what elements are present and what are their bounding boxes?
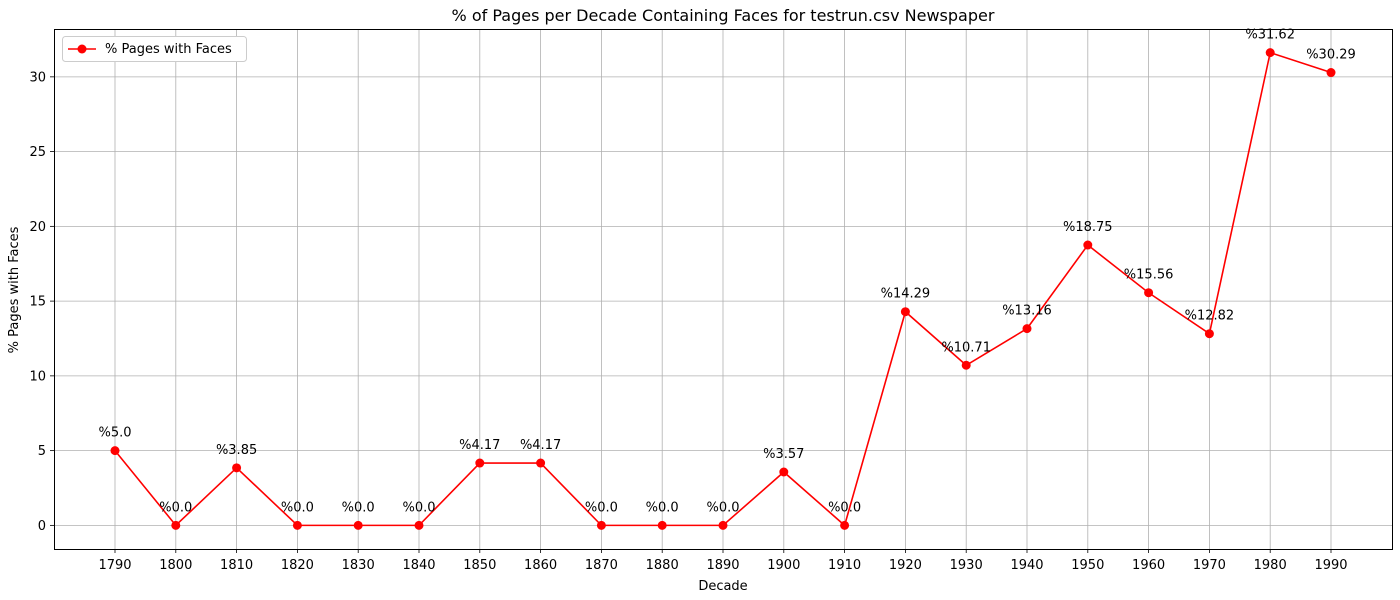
data-label: %3.85 <box>216 443 257 458</box>
y-tick-label: 5 <box>38 444 46 459</box>
data-label: %5.0 <box>98 426 131 441</box>
legend: % Pages with Faces <box>62 36 247 62</box>
x-tick-label: 1970 <box>1193 558 1226 573</box>
x-tick-label: 1830 <box>342 558 375 573</box>
data-point <box>110 446 120 456</box>
x-tick-label: 1940 <box>1010 558 1043 573</box>
data-point <box>292 520 302 530</box>
y-tick-label: 30 <box>29 70 46 85</box>
x-tick-label: 1950 <box>1071 558 1104 573</box>
data-labels: %5.0 %0.0 %3.85 %0.0 %0.0 %0.0 %4.17 %4.17 %0.0%… <box>98 28 1355 516</box>
data-point <box>1204 329 1214 339</box>
data-label: %0.0 <box>585 500 618 515</box>
gridlines <box>54 29 1392 549</box>
data-label: %0.0 <box>281 500 314 515</box>
data-label: %30.29 <box>1306 48 1356 63</box>
data-point <box>718 520 728 530</box>
data-label: %3.57 <box>763 447 804 462</box>
data-point <box>900 307 910 317</box>
data-label: %0.0 <box>402 500 435 515</box>
data-point <box>1326 68 1336 78</box>
x-tick-label: 1810 <box>220 558 253 573</box>
data-point <box>1144 288 1154 298</box>
y-tick-label: 25 <box>29 145 46 160</box>
data-point <box>1083 240 1093 250</box>
data-point <box>1265 48 1275 58</box>
x-tick-label: 1800 <box>159 558 192 573</box>
x-axis-ticks: 1790 1800 1810 1820 1830 1840 1850 1860 1870 1880… <box>98 549 1348 573</box>
data-point <box>171 520 181 530</box>
x-tick-label: 1960 <box>1132 558 1165 573</box>
data-label: %14.29 <box>881 287 931 302</box>
data-points <box>110 48 1336 530</box>
x-tick-label: 1860 <box>524 558 557 573</box>
data-label: %0.0 <box>159 500 192 515</box>
y-tick-label: 20 <box>29 220 46 235</box>
data-label: %15.56 <box>1124 268 1174 283</box>
data-label: %0.0 <box>828 500 861 515</box>
x-tick-label: 1980 <box>1254 558 1287 573</box>
x-tick-label: 1880 <box>646 558 679 573</box>
data-point <box>475 458 485 468</box>
data-point <box>1022 324 1032 334</box>
data-point <box>536 458 546 468</box>
x-tick-label: 1990 <box>1314 558 1347 573</box>
data-point <box>840 520 850 530</box>
data-label: %18.75 <box>1063 220 1113 235</box>
data-label: %4.17 <box>459 438 500 453</box>
chart-title: % of Pages per Decade Containing Faces f… <box>452 6 995 25</box>
data-point <box>961 360 971 370</box>
x-tick-label: 1790 <box>98 558 131 573</box>
data-label: %12.82 <box>1185 309 1235 324</box>
x-tick-label: 1920 <box>889 558 922 573</box>
x-axis-label: Decade <box>698 579 747 594</box>
x-tick-label: 1820 <box>281 558 314 573</box>
x-tick-label: 1900 <box>767 558 800 573</box>
data-point <box>779 467 789 477</box>
y-tick-label: 0 <box>38 519 46 534</box>
y-axis-ticks: 0 5 10 15 20 25 30 <box>29 70 54 534</box>
x-tick-label: 1890 <box>706 558 739 573</box>
data-label: %13.16 <box>1002 304 1052 319</box>
legend-box <box>62 36 247 62</box>
data-label: %0.0 <box>646 500 679 515</box>
y-tick-label: 15 <box>29 295 46 310</box>
data-point <box>596 520 606 530</box>
x-tick-label: 1910 <box>828 558 861 573</box>
legend-label: % Pages with Faces <box>105 42 232 57</box>
x-tick-label: 1930 <box>950 558 983 573</box>
data-label: %31.62 <box>1245 28 1295 43</box>
plot-frame <box>54 29 1393 550</box>
x-tick-label: 1850 <box>463 558 496 573</box>
x-tick-label: 1840 <box>402 558 435 573</box>
data-point <box>414 520 424 530</box>
data-point <box>657 520 667 530</box>
y-axis-label: % Pages with Faces <box>7 226 22 353</box>
data-point <box>353 520 363 530</box>
x-tick-label: 1870 <box>585 558 618 573</box>
data-label: %0.0 <box>706 500 739 515</box>
legend-marker-swatch <box>77 44 87 54</box>
data-label: %0.0 <box>342 500 375 515</box>
y-tick-label: 10 <box>29 369 46 384</box>
data-point <box>232 463 242 473</box>
data-label: %10.71 <box>941 340 991 355</box>
data-label: %4.17 <box>520 438 561 453</box>
